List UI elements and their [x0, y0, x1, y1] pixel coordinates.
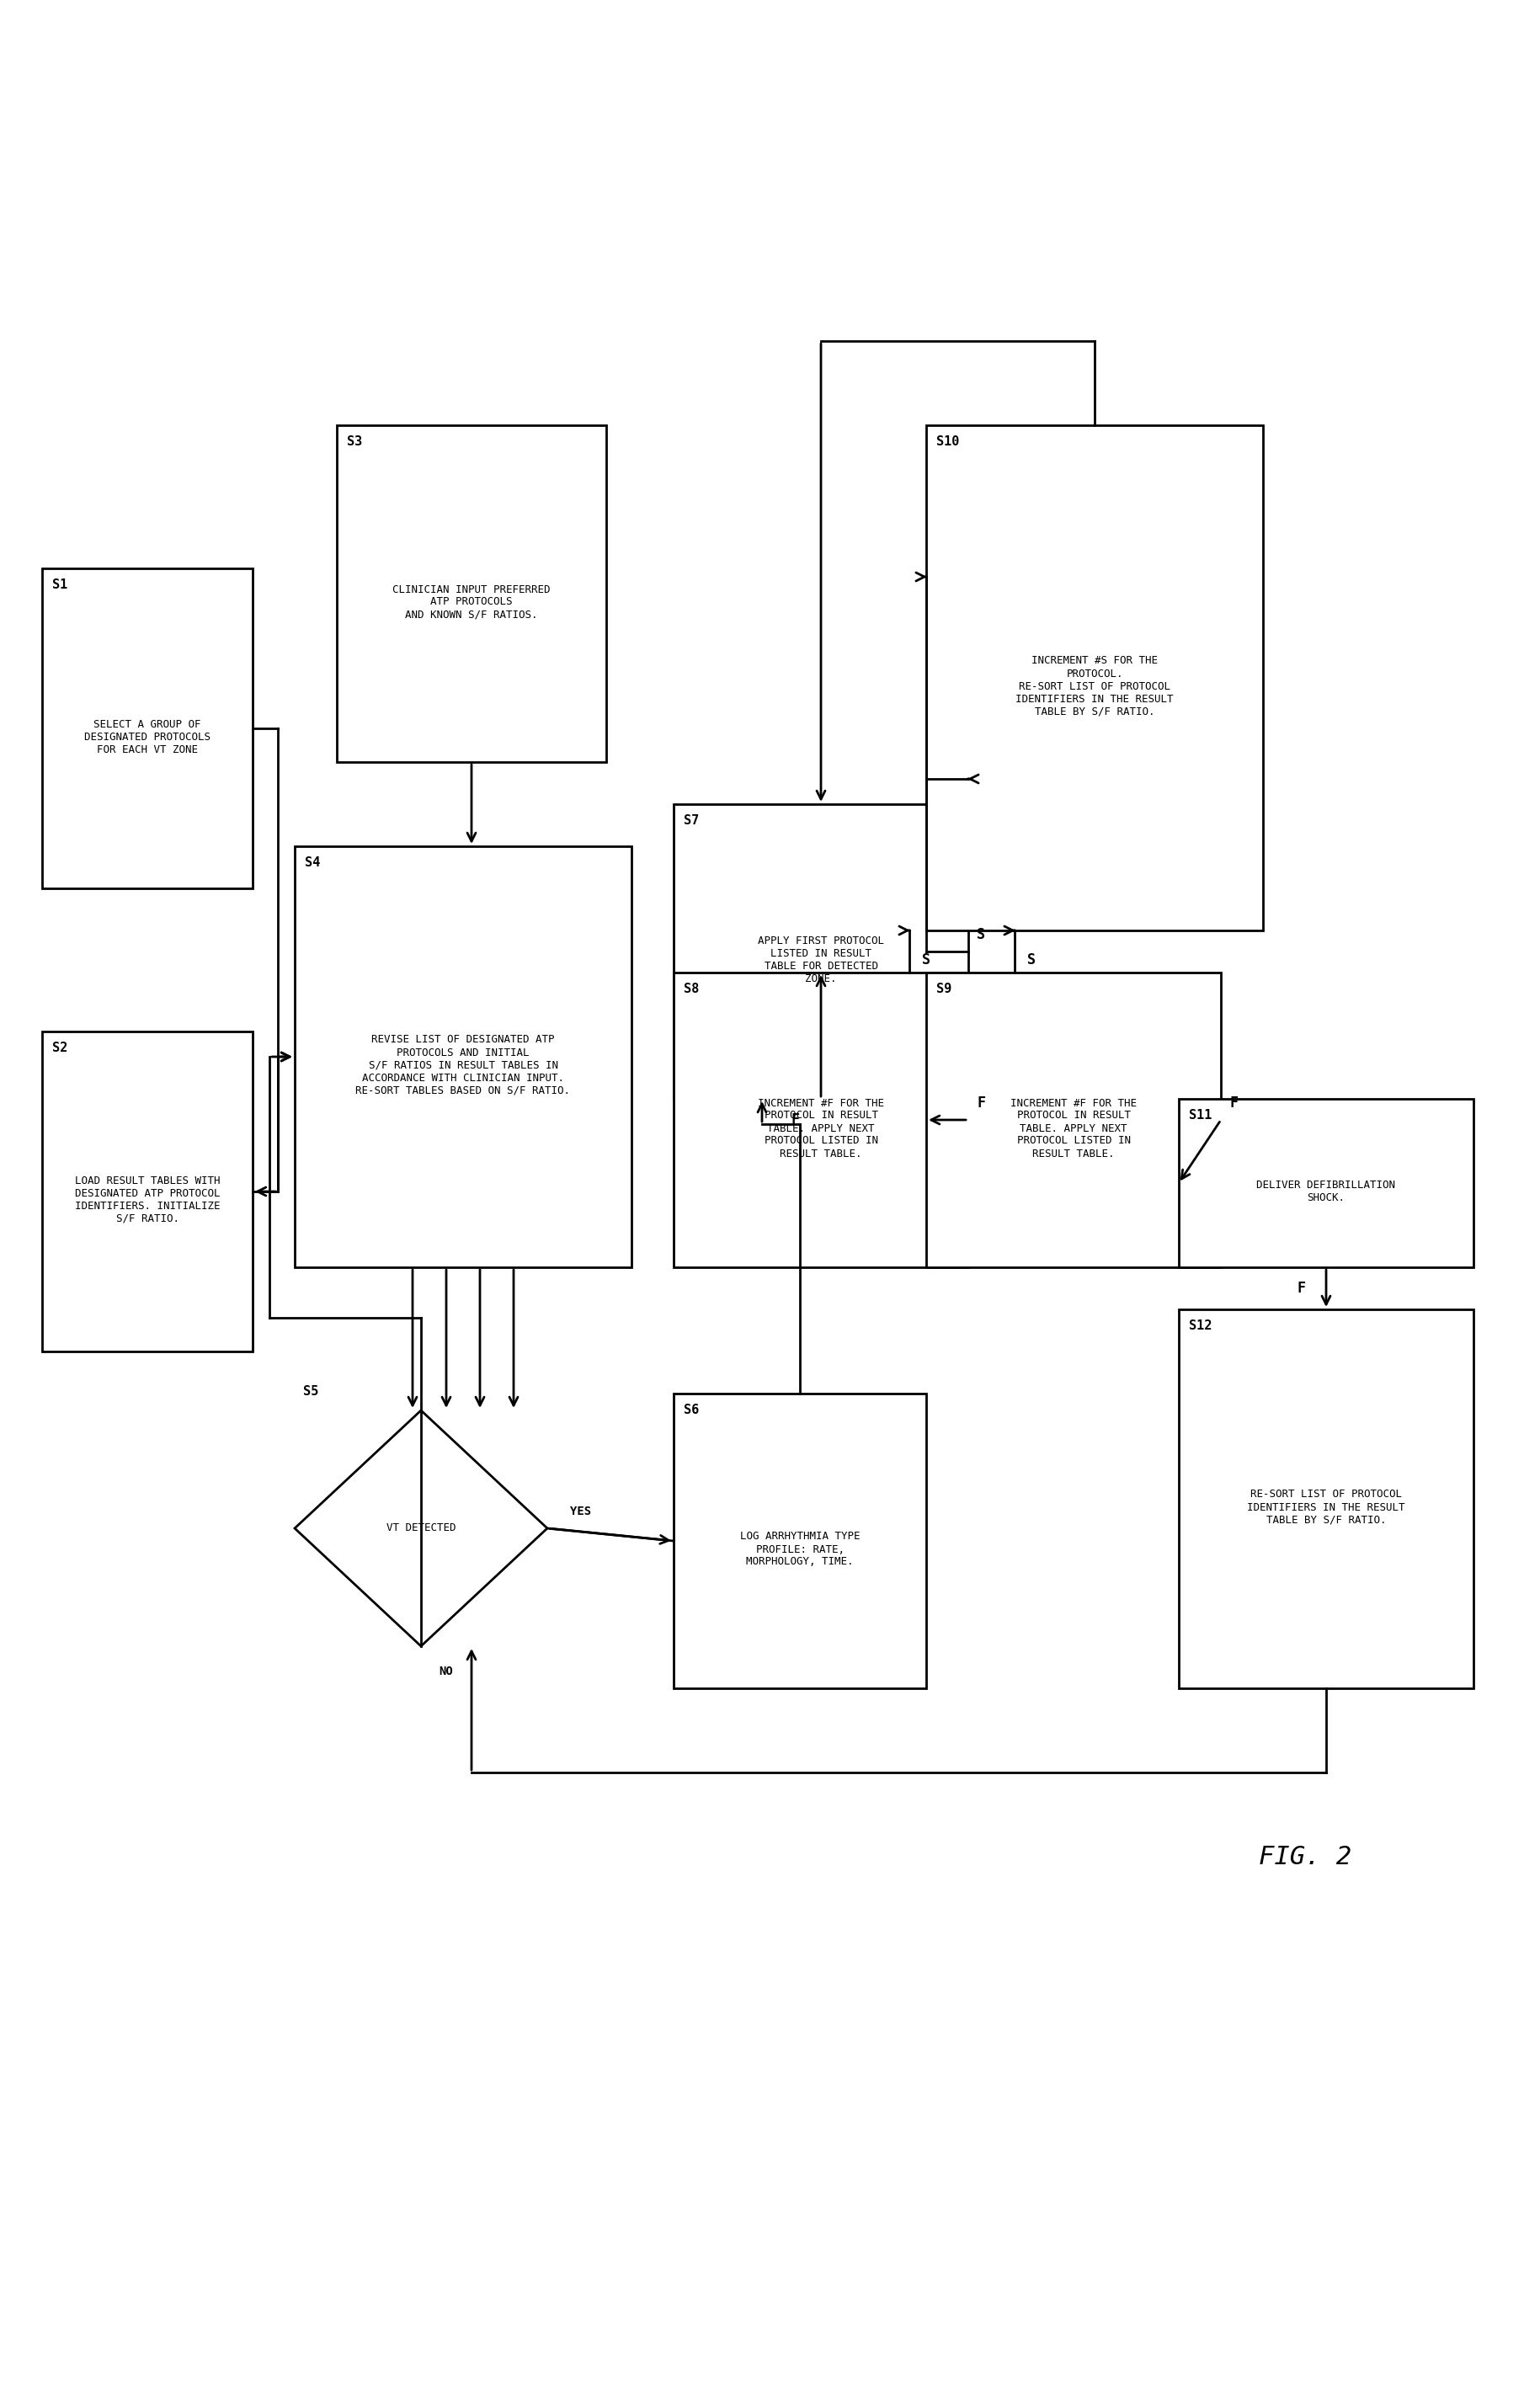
Text: CLINICIAN INPUT PREFERRED
ATP PROTOCOLS
AND KNOWN S/F RATIOS.: CLINICIAN INPUT PREFERRED ATP PROTOCOLS … — [393, 584, 550, 620]
Text: SELECT A GROUP OF
DESIGNATED PROTOCOLS
FOR EACH VT ZONE: SELECT A GROUP OF DESIGNATED PROTOCOLS F… — [85, 719, 211, 755]
Text: DELIVER DEFIBRILLATION
SHOCK.: DELIVER DEFIBRILLATION SHOCK. — [1257, 1180, 1395, 1204]
Text: S3: S3 — [347, 435, 362, 447]
Text: REVISE LIST OF DESIGNATED ATP
PROTOCOLS AND INITIAL
S/F RATIOS IN RESULT TABLES : REVISE LIST OF DESIGNATED ATP PROTOCOLS … — [356, 1034, 570, 1096]
Bar — [673, 805, 969, 1099]
Text: S: S — [976, 928, 986, 942]
Text: S4: S4 — [305, 856, 320, 868]
Text: S2: S2 — [52, 1041, 68, 1055]
Bar — [42, 1031, 253, 1351]
Bar — [294, 846, 631, 1267]
Text: NO: NO — [439, 1666, 453, 1678]
Bar — [673, 1394, 926, 1688]
Bar — [337, 426, 607, 762]
Bar — [1178, 1099, 1474, 1267]
Bar — [1178, 1310, 1474, 1688]
Text: FIG. 2: FIG. 2 — [1258, 1844, 1352, 1868]
Bar — [42, 567, 253, 889]
Text: S: S — [922, 952, 930, 966]
Text: INCREMENT #F FOR THE
PROTOCOL IN RESULT
TABLE. APPLY NEXT
PROTOCOL LISTED IN
RES: INCREMENT #F FOR THE PROTOCOL IN RESULT … — [758, 1099, 884, 1159]
Text: F: F — [976, 1096, 986, 1111]
Text: S11: S11 — [1189, 1108, 1212, 1123]
Text: S1: S1 — [52, 579, 68, 591]
Text: INCREMENT #S FOR THE
PROTOCOL.
RE-SORT LIST OF PROTOCOL
IDENTIFIERS IN THE RESUL: INCREMENT #S FOR THE PROTOCOL. RE-SORT L… — [1016, 656, 1173, 716]
Text: S10: S10 — [936, 435, 959, 447]
Text: S5: S5 — [303, 1385, 319, 1397]
Text: S12: S12 — [1189, 1320, 1212, 1332]
Text: S9: S9 — [936, 983, 952, 995]
Text: S8: S8 — [684, 983, 699, 995]
Polygon shape — [294, 1411, 547, 1647]
Text: S: S — [1027, 952, 1035, 966]
Text: S6: S6 — [684, 1404, 699, 1416]
Text: RE-SORT LIST OF PROTOCOL
IDENTIFIERS IN THE RESULT
TABLE BY S/F RATIO.: RE-SORT LIST OF PROTOCOL IDENTIFIERS IN … — [1247, 1488, 1404, 1527]
Bar — [926, 426, 1263, 930]
Bar — [926, 974, 1221, 1267]
Bar — [673, 974, 969, 1267]
Text: VT DETECTED: VT DETECTED — [387, 1522, 456, 1534]
Text: F: F — [1229, 1096, 1238, 1111]
Text: F: F — [792, 1113, 799, 1127]
Text: YES: YES — [570, 1505, 591, 1517]
Text: LOAD RESULT TABLES WITH
DESIGNATED ATP PROTOCOL
IDENTIFIERS. INITIALIZE
S/F RATI: LOAD RESULT TABLES WITH DESIGNATED ATP P… — [75, 1176, 220, 1224]
Text: S7: S7 — [684, 815, 699, 827]
Text: APPLY FIRST PROTOCOL
LISTED IN RESULT
TABLE FOR DETECTED
ZONE.: APPLY FIRST PROTOCOL LISTED IN RESULT TA… — [758, 935, 884, 983]
Text: INCREMENT #F FOR THE
PROTOCOL IN RESULT
TABLE. APPLY NEXT
PROTOCOL LISTED IN
RES: INCREMENT #F FOR THE PROTOCOL IN RESULT … — [1010, 1099, 1137, 1159]
Text: LOG ARRHYTHMIA TYPE
PROFILE: RATE,
MORPHOLOGY, TIME.: LOG ARRHYTHMIA TYPE PROFILE: RATE, MORPH… — [739, 1531, 859, 1567]
Text: F: F — [1297, 1281, 1304, 1296]
